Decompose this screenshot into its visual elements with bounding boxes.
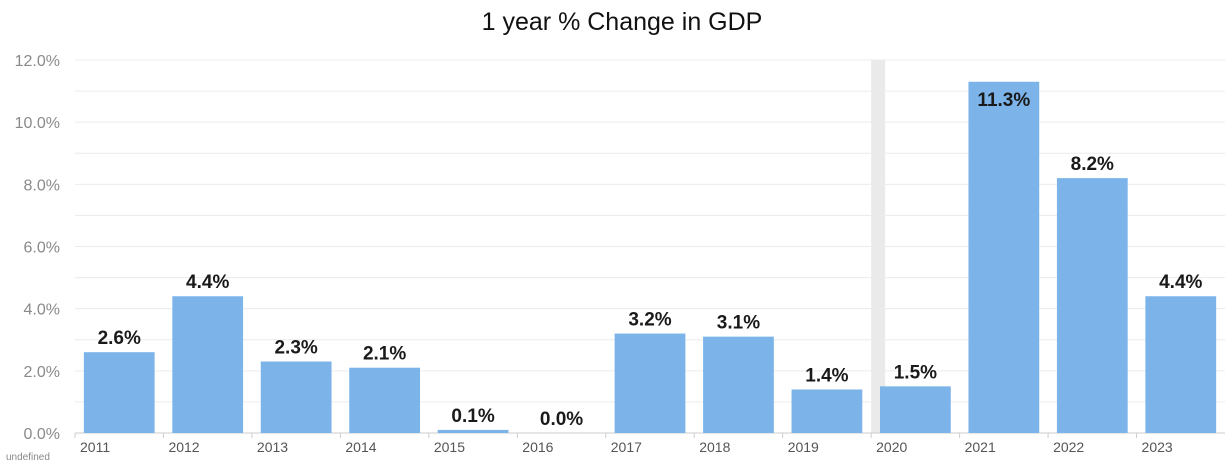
bar <box>83 352 155 433</box>
bar <box>703 336 774 433</box>
x-tick-label: 2014 <box>345 439 376 455</box>
data-label: 8.2% <box>1071 154 1114 175</box>
x-tick-label: 2013 <box>257 439 288 455</box>
y-tick-label: 10.0% <box>15 115 60 132</box>
data-label: 0.1% <box>451 406 494 427</box>
footnote-text: undefined <box>6 452 50 463</box>
data-label: 2.3% <box>274 338 317 359</box>
y-axis-ticks: 0.0% 2.0% 4.0% 6.0% 8.0% 10.0% 12.0% <box>15 53 60 443</box>
y-tick-label: 4.0% <box>24 302 60 319</box>
data-label: 11.3% <box>977 90 1030 111</box>
data-labels: 2.6% 4.4% 2.3% 2.1% 0.1% 0.0% 3.2% 3.1% 1.4% 1.5%… <box>98 90 1203 430</box>
bar <box>260 361 332 433</box>
y-tick-label: 12.0% <box>15 53 60 70</box>
bar <box>172 296 244 433</box>
x-tick-label: 2020 <box>876 439 907 455</box>
x-tick-label: 2022 <box>1053 439 1084 455</box>
bar <box>1145 296 1217 433</box>
data-label: 4.4% <box>186 272 229 293</box>
bar <box>437 429 509 433</box>
data-label: 1.5% <box>894 362 937 383</box>
data-label: 0.0% <box>540 409 583 430</box>
x-tick-label: 2011 <box>80 439 110 455</box>
data-label: 2.1% <box>363 344 406 365</box>
data-label: 2.6% <box>98 328 141 349</box>
x-tick-label: 2021 <box>965 439 996 455</box>
y-tick-label: 0.0% <box>24 426 60 443</box>
x-tick-label: 2017 <box>611 439 642 455</box>
x-tick-label: 2012 <box>168 439 199 455</box>
x-axis-ticks: 2011 2012 2013 2014 2015 2016 2017 2018 2019 2020… <box>74 433 1173 455</box>
y-tick-label: 8.0% <box>24 177 60 194</box>
data-label: 3.2% <box>628 310 671 331</box>
y-tick-label: 2.0% <box>24 364 60 381</box>
bars <box>83 81 1217 433</box>
x-tick-label: 2023 <box>1142 439 1173 455</box>
x-tick-label: 2015 <box>434 439 465 455</box>
bar <box>614 333 686 433</box>
data-label: 4.4% <box>1159 272 1202 293</box>
chart-title: 1 year % Change in GDP <box>482 8 763 36</box>
x-tick-label: 2018 <box>699 439 730 455</box>
bar <box>880 386 951 433</box>
bar <box>791 389 863 433</box>
x-tick-label: 2019 <box>788 439 819 455</box>
bar <box>1056 178 1128 433</box>
x-tick-label: 2016 <box>522 439 553 455</box>
y-tick-label: 6.0% <box>24 240 60 257</box>
data-label: 1.4% <box>805 365 848 386</box>
bar <box>349 367 420 433</box>
data-label: 3.1% <box>717 313 760 334</box>
bar <box>968 81 1040 433</box>
